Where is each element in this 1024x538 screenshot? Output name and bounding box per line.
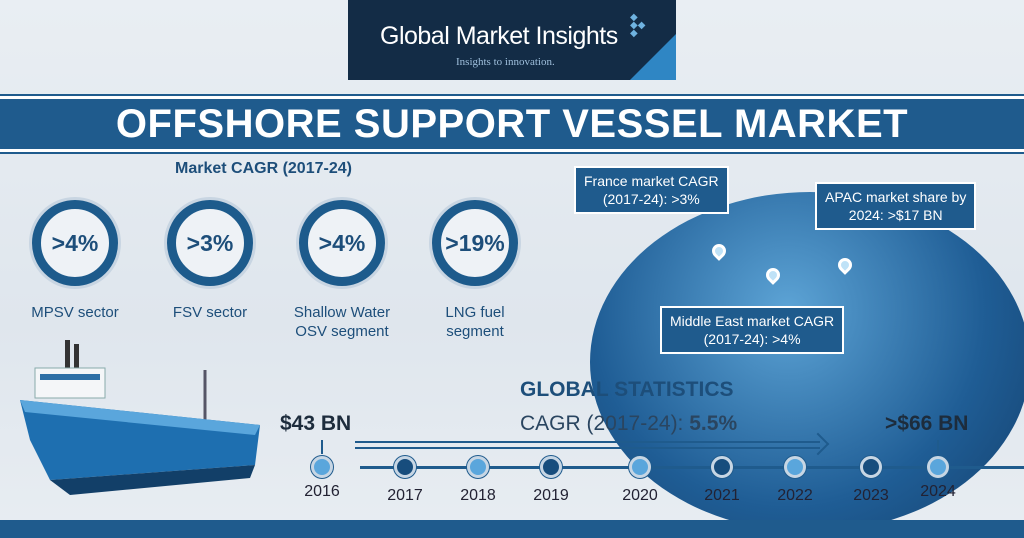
logo-name: Global Market Insights bbox=[380, 22, 618, 50]
global-cagr-value: 5.5% bbox=[689, 412, 738, 435]
timeline-dot-2020 bbox=[629, 456, 651, 478]
middle-east-callout: Middle East market CAGR (2017-24): >4% bbox=[660, 306, 845, 354]
logo-corner-triangle bbox=[630, 34, 676, 80]
timeline-year: 2016 bbox=[304, 483, 340, 500]
page-title: OFFSHORE SUPPORT VESSEL MARKET bbox=[0, 96, 1024, 152]
growth-arrow-line bbox=[355, 441, 820, 443]
timeline-dot-2018 bbox=[467, 456, 489, 478]
cagr-label-fsv: FSV sector bbox=[172, 304, 248, 321]
timeline-year: 2017 bbox=[387, 487, 423, 504]
logo-diamond-icon: ◆ ◆◆ ◆ bbox=[630, 12, 646, 39]
timeline-dot-2024 bbox=[927, 456, 949, 478]
timeline-year: 2020 bbox=[622, 487, 658, 504]
globe-illustration bbox=[590, 192, 1024, 532]
global-cagr: CAGR (2017-24): 5.5% bbox=[520, 412, 737, 436]
timeline-dot-2017 bbox=[394, 456, 416, 478]
growth-arrow-line-2 bbox=[355, 447, 820, 449]
timeline-year: 2022 bbox=[777, 487, 813, 504]
france-callout-line1: France market CAGR bbox=[584, 173, 719, 189]
timeline-year: 2019 bbox=[533, 487, 569, 504]
cagr-label-lng-2: segment bbox=[446, 323, 504, 340]
timeline-year: 2023 bbox=[853, 487, 889, 504]
value-2024: >$66 BN bbox=[885, 412, 969, 435]
timeline-year: 2021 bbox=[704, 487, 740, 504]
cagr-ring-fsv: >3% bbox=[167, 200, 253, 286]
apac-callout-line1: APAC market share by bbox=[825, 189, 967, 205]
timeline-dot-2022 bbox=[784, 456, 806, 478]
bottom-band bbox=[0, 520, 1024, 538]
timeline-dot-2019 bbox=[540, 456, 562, 478]
tick-2024 bbox=[937, 440, 939, 454]
logo-tagline: Insights to innovation. bbox=[456, 56, 555, 68]
apac-callout: APAC market share by 2024: >$17 BN bbox=[815, 182, 977, 230]
value-2016: $43 BN bbox=[280, 412, 352, 435]
middle-east-callout-line2: (2017-24): >4% bbox=[703, 331, 801, 347]
cagr-ring-mpsv: >4% bbox=[32, 200, 118, 286]
middle-east-callout-line1: Middle East market CAGR bbox=[670, 313, 835, 329]
timeline-dot-2023 bbox=[860, 456, 882, 478]
france-callout: France market CAGR (2017-24): >3% bbox=[574, 166, 729, 214]
cagr-label-lng: LNG fuel bbox=[445, 304, 505, 321]
global-statistics-heading: GLOBAL STATISTICS bbox=[520, 378, 734, 401]
cagr-ring-shallow-water: >4% bbox=[299, 200, 385, 286]
market-cagr-heading: Market CAGR (2017-24) bbox=[175, 160, 352, 177]
cagr-label-shallow-water: Shallow Water bbox=[293, 304, 391, 321]
timeline-line bbox=[360, 466, 1024, 469]
global-cagr-label: CAGR (2017-24): bbox=[520, 412, 684, 435]
logo-banner: Global Market Insights ◆ ◆◆ ◆ Insights to … bbox=[348, 0, 676, 80]
timeline-dot-2021 bbox=[711, 456, 733, 478]
ship-illustration bbox=[20, 340, 260, 495]
timeline-year: 2018 bbox=[460, 487, 496, 504]
cagr-label-shallow-water-2: OSV segment bbox=[295, 323, 389, 340]
cagr-label-mpsv: MPSV sector bbox=[31, 304, 119, 321]
timeline-dot-2016 bbox=[311, 456, 333, 478]
apac-callout-line2: 2024: >$17 BN bbox=[848, 207, 943, 223]
tick-2016 bbox=[321, 440, 323, 454]
cagr-ring-lng: >19% bbox=[432, 200, 518, 286]
france-callout-line2: (2017-24): >3% bbox=[602, 191, 700, 207]
timeline-year: 2024 bbox=[920, 483, 956, 500]
